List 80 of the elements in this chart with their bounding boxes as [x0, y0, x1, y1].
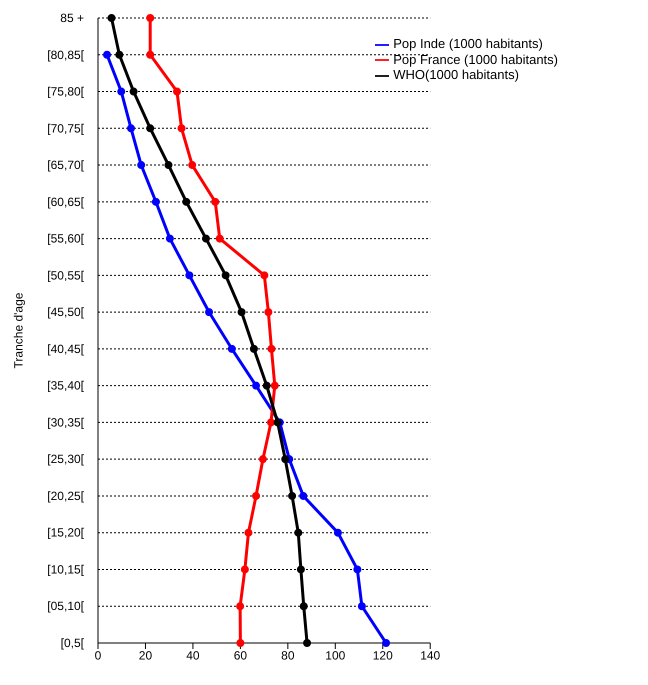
y-tick-label: [40,45[: [47, 342, 85, 356]
legend-label: Pop France (1000 habitants): [393, 52, 558, 67]
y-tick-label: [80,85[: [47, 48, 85, 62]
point: [166, 234, 174, 243]
point: [137, 161, 146, 170]
point: [266, 418, 275, 426]
y-tick-label: [0,5[: [60, 636, 85, 650]
y-tick-label: [15,20[: [47, 526, 85, 540]
y-tick-label: [60,65[: [47, 194, 85, 209]
point: [334, 528, 342, 537]
y-tick-label: [65,70[: [47, 158, 85, 172]
point: [358, 602, 366, 610]
y-tick-label: [45,50[: [47, 305, 85, 320]
point: [211, 198, 220, 206]
point: [353, 565, 362, 574]
point: [264, 308, 272, 316]
point: [299, 492, 308, 500]
point: [182, 198, 190, 206]
point: [303, 639, 312, 647]
x-tick-label: 20: [138, 648, 152, 663]
y-tick-label: 85 +: [60, 11, 84, 25]
point: [130, 88, 138, 96]
point: [267, 344, 276, 353]
x-tick-label: 100: [325, 648, 346, 663]
point: [117, 88, 126, 96]
y-axis-title: Tranche d'age: [11, 292, 26, 368]
point: [244, 528, 252, 537]
x-tick-label: 40: [186, 648, 200, 663]
point: [296, 565, 305, 574]
point: [146, 124, 154, 132]
y-tick-label: [70,75[: [47, 121, 85, 136]
y-tick-label: [20,25[: [47, 488, 85, 503]
point: [146, 50, 154, 59]
point: [250, 344, 258, 353]
point: [115, 50, 124, 59]
y-tick-label: [50,55[: [47, 268, 85, 282]
y-tick-label: [05,10[: [47, 599, 85, 614]
point: [294, 528, 302, 537]
point: [288, 492, 296, 500]
point: [164, 161, 172, 170]
point: [258, 455, 267, 464]
point: [222, 271, 230, 280]
point: [236, 639, 244, 647]
point: [188, 161, 196, 170]
point: [270, 382, 279, 390]
x-tick-label: 120: [372, 648, 394, 663]
point: [146, 14, 154, 22]
y-tick-label: [10,15[: [47, 562, 85, 576]
y-tick-label: [25,30[: [47, 452, 85, 466]
legend-label: Pop Inde (1000 habitants): [393, 36, 543, 51]
y-tick-label: [55,60[: [47, 232, 85, 246]
point: [108, 14, 116, 22]
y-tick-label: [35,40[: [47, 378, 85, 393]
point: [262, 382, 271, 390]
point: [236, 602, 244, 610]
y-tick-label: [30,35[: [47, 415, 85, 430]
point: [382, 639, 390, 647]
point: [152, 198, 160, 206]
point: [281, 455, 290, 464]
point: [126, 124, 135, 132]
point: [205, 308, 214, 316]
x-tick-label: 60: [234, 648, 248, 663]
point: [240, 565, 249, 574]
y-tick-label: [75,80[: [47, 84, 85, 99]
point: [173, 88, 182, 96]
point: [202, 234, 210, 243]
point: [216, 234, 224, 243]
point: [178, 124, 186, 132]
x-tick-label: 0: [94, 648, 102, 663]
x-tick-label: 140: [420, 648, 441, 663]
point: [238, 308, 246, 316]
point: [252, 382, 260, 390]
point: [228, 344, 236, 353]
point: [103, 50, 112, 59]
point: [300, 602, 308, 610]
x-tick-label: 80: [281, 648, 295, 663]
point: [260, 271, 268, 280]
point: [185, 271, 194, 280]
legend-label: WHO(1000 habitants): [393, 67, 519, 82]
point: [252, 492, 260, 500]
